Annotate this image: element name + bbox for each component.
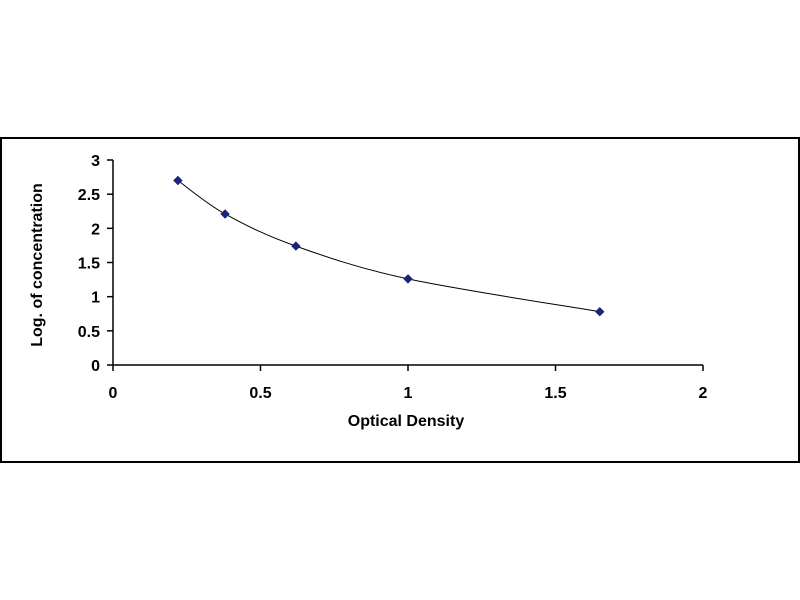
x-tick-label: 1.5 — [544, 385, 566, 402]
x-tick-label: 0 — [109, 385, 118, 402]
trend-curve-layer — [177, 180, 600, 313]
axes — [107, 159, 704, 371]
trend-curve — [177, 180, 600, 313]
data-point — [595, 306, 605, 317]
chart-frame — [0, 137, 800, 463]
y-tick-label: 2 — [91, 221, 100, 238]
y-tick-label: 1.5 — [78, 256, 100, 273]
data-point — [220, 209, 230, 219]
tick-labels: 0 0.5 1 1.5 2 2.5 3 0 0.5 1 1.5 2 — [78, 153, 708, 402]
x-tick-label: 2 — [699, 385, 708, 402]
y-axis-title: Log. of concentration — [29, 183, 46, 347]
x-tick-label: 1 — [404, 385, 413, 402]
y-tick-label: 2.5 — [78, 187, 100, 204]
data-point — [291, 241, 301, 251]
data-point — [403, 274, 413, 284]
y-tick-label: 0.5 — [78, 324, 100, 341]
y-tick-label: 1 — [91, 290, 100, 307]
data-point — [173, 175, 183, 186]
y-tick-label: 3 — [91, 153, 100, 170]
x-axis-title: Optical Density — [348, 413, 465, 430]
x-tick-label: 0.5 — [249, 385, 271, 402]
data-points — [173, 175, 605, 317]
y-tick-label: 0 — [91, 358, 100, 375]
